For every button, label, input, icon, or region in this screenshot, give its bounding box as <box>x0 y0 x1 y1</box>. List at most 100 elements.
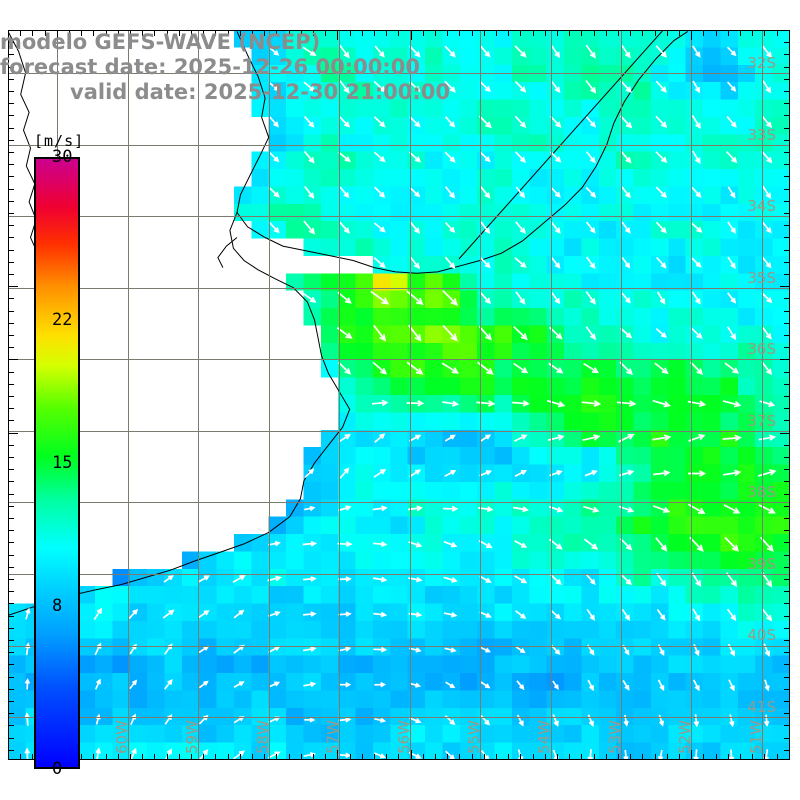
tick-left <box>8 298 14 300</box>
wind-vector <box>585 44 596 59</box>
tick-bottom <box>361 754 363 760</box>
tick-top <box>459 30 461 36</box>
tick-top <box>740 30 741 36</box>
wind-vector <box>726 116 737 128</box>
wind-vector <box>338 717 352 723</box>
tick-right <box>784 469 790 471</box>
tick-right <box>784 127 790 129</box>
wind-vector <box>339 44 350 59</box>
tick-top <box>581 30 583 36</box>
wind-vector <box>550 151 562 163</box>
wind-vector <box>656 291 666 305</box>
wind-vector <box>480 221 491 234</box>
wind-vector <box>546 399 566 408</box>
wind-vector <box>691 186 702 198</box>
lon-label: 59W <box>183 720 202 754</box>
map-gridlines <box>8 30 790 760</box>
tick-bottom <box>618 754 619 760</box>
tick-left <box>8 322 14 324</box>
tick-left <box>8 469 14 471</box>
wind-vector <box>690 222 703 233</box>
wind-vector <box>268 81 280 92</box>
tick-top <box>81 30 83 36</box>
tick-left <box>8 591 14 593</box>
tick-right <box>784 164 790 166</box>
wind-vector <box>373 222 386 233</box>
tick-right <box>784 42 790 44</box>
wind-vector <box>692 608 701 622</box>
wind-vector <box>656 572 667 587</box>
tick-bottom <box>532 754 534 760</box>
wind-vector <box>480 45 491 58</box>
tick-bottom <box>410 750 412 760</box>
wind-vector <box>515 610 527 619</box>
tick-top <box>276 30 278 36</box>
wind-vector <box>655 186 667 199</box>
wind-vector <box>655 115 668 129</box>
tick-left <box>8 640 14 641</box>
lon-label: 51W <box>746 720 765 754</box>
wind-vector <box>302 292 317 303</box>
wind-vector <box>442 290 459 306</box>
tick-top <box>532 30 534 36</box>
wind-vector <box>129 679 138 690</box>
tick-left <box>8 481 14 483</box>
tick-left <box>8 676 14 678</box>
tick-left <box>8 176 14 178</box>
tick-top <box>410 30 412 40</box>
tick-top <box>764 30 766 36</box>
wind-vector <box>585 326 597 341</box>
wind-vector <box>339 186 350 199</box>
wind-vector <box>444 151 456 163</box>
wind-vector <box>409 682 422 688</box>
wind-vector <box>268 610 281 617</box>
wind-vector <box>25 607 31 620</box>
tick-top <box>8 30 9 36</box>
wind-vector <box>197 575 211 583</box>
wind-vector <box>515 291 526 305</box>
wind-vector <box>164 678 173 690</box>
wind-vector <box>303 150 315 164</box>
wind-vector <box>723 469 742 477</box>
wind-vector <box>409 81 421 93</box>
wind-vector <box>514 80 527 93</box>
wind-vector <box>727 186 736 199</box>
wind-vector <box>655 327 667 339</box>
tick-left <box>8 152 14 153</box>
wind-vector <box>550 609 562 620</box>
tick-top <box>544 30 546 36</box>
wind-vector <box>268 681 281 688</box>
wind-vector <box>515 221 526 234</box>
wind-vector <box>653 505 671 514</box>
wind-vector <box>690 327 703 339</box>
wind-vector <box>374 186 386 199</box>
lon-label: 54W <box>535 720 554 754</box>
tick-bottom <box>252 754 253 760</box>
tick-top <box>166 30 168 36</box>
wind-vector <box>585 79 597 94</box>
lat-label: 39S <box>747 554 776 573</box>
tick-bottom <box>471 754 473 760</box>
tick-bottom <box>435 754 436 760</box>
wind-vector <box>725 572 738 587</box>
tick-bottom <box>679 754 680 760</box>
tick-right <box>784 664 790 666</box>
map-plot-area: 61W60W59W58W57W56W55W54W53W52W51W32S33S3… <box>8 30 790 760</box>
wind-vector <box>621 608 631 621</box>
tick-left <box>8 432 18 434</box>
wind-vector <box>550 80 561 94</box>
tick-left <box>8 103 14 105</box>
wind-vector <box>514 575 528 584</box>
gridline-lat <box>8 216 790 218</box>
wind-vector <box>129 747 137 760</box>
wind-vector <box>723 504 741 514</box>
wind-vector <box>480 715 491 726</box>
wind-vector <box>620 573 633 586</box>
wind-vector <box>656 256 667 269</box>
wind-vector <box>619 361 633 375</box>
tick-right <box>784 676 790 678</box>
wind-vector <box>94 678 101 690</box>
wind-vector <box>372 505 388 512</box>
wind-vector <box>516 680 525 691</box>
wind-vector <box>338 221 350 234</box>
